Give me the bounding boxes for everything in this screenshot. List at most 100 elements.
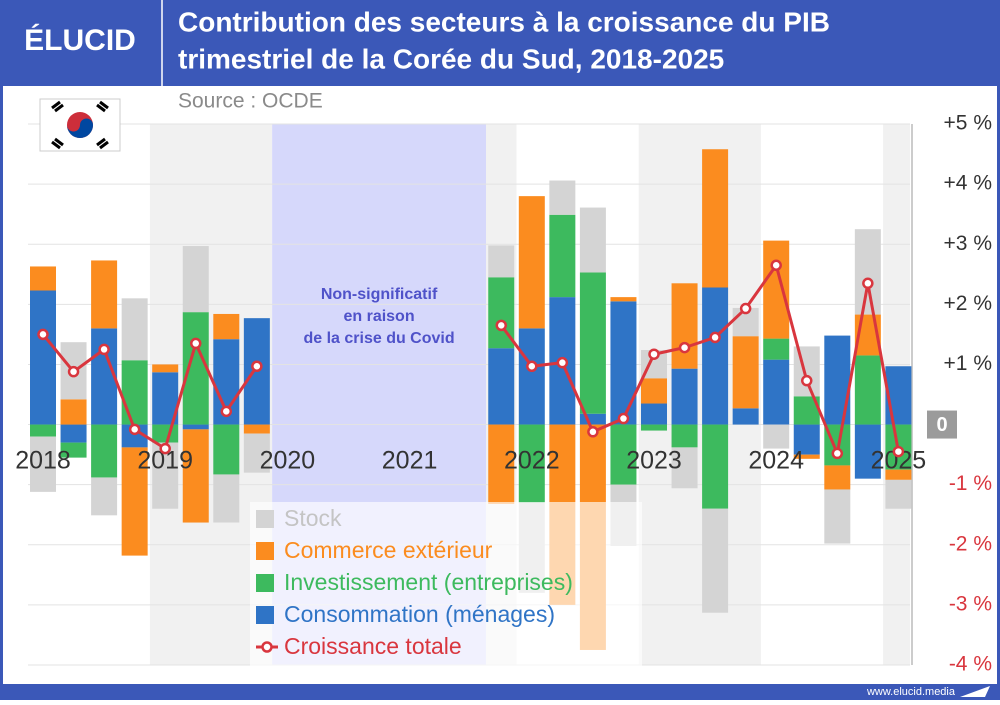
bar: [671, 424, 698, 448]
total-marker: [37, 328, 49, 341]
bar: [488, 424, 515, 504]
y-tick-label: +1 %: [944, 352, 992, 375]
bar: [121, 424, 148, 448]
total-marker: [831, 447, 844, 460]
total-marker: [801, 374, 813, 387]
chart-title: trimestriel de la Corée du Sud, 2018-202…: [178, 43, 724, 74]
footer-logo: [960, 686, 990, 697]
bar: [30, 290, 56, 425]
y-tick-label: -1 %: [949, 472, 992, 495]
total-marker: [678, 341, 691, 354]
bar: [182, 312, 209, 425]
bar: [213, 474, 240, 523]
chart-title: Contribution des secteurs à la croissanc…: [178, 6, 830, 37]
bar: [121, 360, 148, 425]
annotation: de la crise du Covid: [303, 330, 454, 347]
total-line: [41, 261, 900, 459]
bar: [60, 442, 87, 458]
bar: [732, 336, 759, 409]
bar: [824, 489, 851, 544]
bar: [610, 301, 637, 425]
bar: [671, 368, 698, 425]
legend-box: [250, 502, 642, 666]
y-tick-label: +2 %: [944, 292, 992, 315]
bar: [91, 477, 118, 516]
bar: [854, 424, 881, 479]
bar: [152, 364, 179, 373]
total-marker: [220, 405, 233, 418]
total-marker: [159, 442, 171, 455]
legend-marker: [261, 641, 273, 653]
x-tick-label: 2020: [260, 447, 316, 475]
x-tick-label: 2021: [382, 447, 438, 475]
bar: [579, 207, 606, 273]
bar: [30, 436, 56, 492]
legend-swatch: [256, 606, 274, 624]
y-tick-label: +5 %: [944, 112, 992, 135]
bar: [213, 313, 240, 340]
source: Source : OCDE: [178, 90, 323, 113]
bar: [30, 424, 56, 437]
bar: [671, 283, 698, 369]
y-tick-label: +4 %: [944, 172, 992, 195]
bar: [243, 424, 270, 434]
y-tick-label: -4 %: [949, 653, 992, 676]
bar: [518, 328, 545, 425]
x-tick-label: 2024: [748, 447, 804, 475]
total-marker: [190, 337, 202, 350]
bar: [671, 447, 698, 489]
bar: [854, 355, 881, 425]
y-tick-label: -2 %: [949, 532, 992, 555]
annotation: en raison: [343, 308, 414, 325]
bar: [702, 149, 729, 288]
bar: [793, 346, 820, 397]
bar: [610, 297, 637, 302]
bar: [91, 260, 118, 329]
legend-label: Investissement (entreprises): [284, 569, 573, 595]
bar: [182, 429, 209, 523]
total-marker: [67, 365, 80, 378]
total-marker: [862, 277, 874, 290]
bar: [579, 272, 606, 414]
total-marker: [556, 356, 569, 369]
legend-label: Stock: [284, 505, 342, 531]
bar: [152, 424, 179, 443]
bar: [91, 424, 118, 478]
y-tick-label: 0: [936, 414, 947, 436]
bar: [488, 245, 515, 278]
y-tick-label: +3 %: [944, 232, 992, 255]
x-tick-label: 2022: [504, 447, 560, 475]
bar: [824, 465, 851, 490]
legend-swatch: [256, 542, 274, 560]
legend-label: Commerce extérieur: [284, 537, 493, 563]
bar: [243, 433, 270, 473]
total-marker: [251, 360, 263, 372]
total-marker: [648, 348, 660, 360]
bar: [549, 214, 576, 298]
bar: [60, 424, 87, 443]
bar: [579, 413, 606, 425]
bar: [885, 469, 912, 480]
bar: [641, 378, 667, 404]
bar: [854, 229, 881, 315]
bar: [60, 399, 87, 425]
bar: [30, 266, 56, 291]
footer: www.elucid.media: [866, 686, 956, 698]
y-tick-label: -3 %: [949, 592, 992, 615]
bar: [702, 424, 729, 509]
bar: [732, 408, 759, 425]
total-marker: [128, 423, 141, 436]
bar: [763, 338, 790, 360]
bar: [488, 348, 515, 425]
legend-swatch: [256, 510, 274, 528]
flag: [39, 98, 121, 152]
total-marker: [892, 445, 905, 458]
bar: [885, 479, 912, 509]
total-marker: [709, 331, 721, 344]
bar: [641, 403, 667, 425]
bar: [518, 196, 545, 329]
bar: [518, 424, 545, 503]
brand-logo: ÉLUCID: [24, 23, 136, 57]
bar: [763, 359, 790, 425]
